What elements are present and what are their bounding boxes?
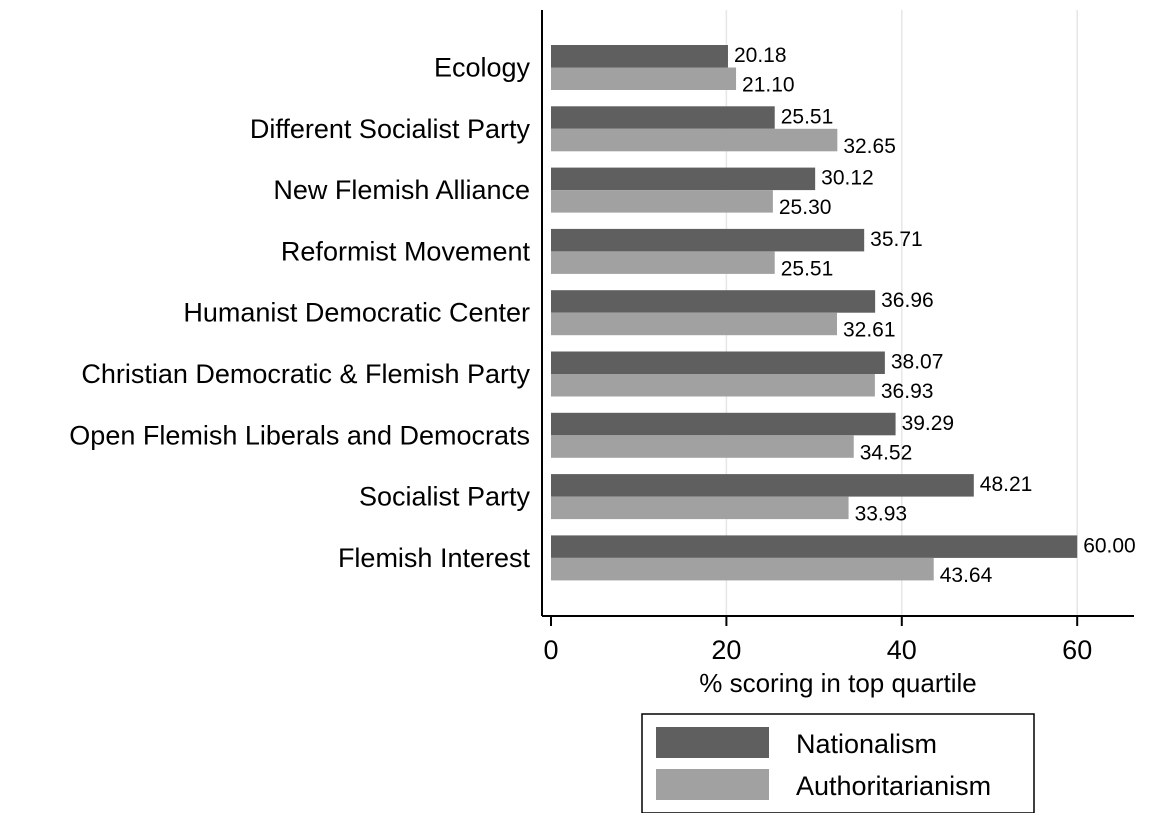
bar: [551, 474, 974, 497]
data-label: 35.71: [870, 228, 923, 251]
category-label: Flemish Interest: [338, 543, 531, 573]
x-tick-label: 0: [543, 635, 558, 665]
bar: [551, 435, 854, 458]
bar: [551, 251, 775, 274]
bar: [551, 67, 737, 90]
data-label: 25.51: [781, 257, 834, 280]
data-label: 36.93: [881, 380, 934, 403]
legend-swatch-authoritarianism: [656, 769, 769, 800]
data-label: 21.10: [742, 74, 795, 97]
data-label: 30.12: [821, 167, 874, 190]
data-label: 38.07: [891, 351, 944, 374]
bar: [551, 45, 728, 68]
x-tick-label: 40: [887, 635, 917, 665]
legend: Nationalism Authoritarianism: [641, 713, 1035, 813]
bars: [551, 45, 1078, 581]
bar: [551, 535, 1078, 558]
x-ticks: 0 20 40 60: [543, 616, 1092, 665]
legend-swatch-nationalism: [656, 727, 769, 758]
bar: [551, 351, 885, 374]
bar: [551, 167, 816, 191]
category-label: Ecology: [434, 53, 531, 83]
bar: [551, 412, 896, 436]
category-label: Christian Democratic & Flemish Party: [81, 359, 530, 389]
data-label: 43.64: [940, 564, 993, 587]
bar: [551, 228, 865, 252]
bar: [551, 496, 849, 520]
bar: [551, 106, 775, 129]
legend-label-authoritarianism: Authoritarianism: [796, 771, 991, 801]
value-labels: 20.18 21.10 25.51 32.65 30.12 25.30 35.71 25.51…: [734, 44, 1136, 587]
bar: [551, 190, 773, 213]
category-labels: Ecology Different Socialist Party New Flem…: [69, 53, 530, 573]
data-label: 36.96: [881, 289, 934, 312]
bar: [551, 557, 934, 581]
category-label: Socialist Party: [359, 482, 531, 512]
bar: [551, 312, 837, 336]
x-axis-title: % scoring in top quartile: [699, 668, 976, 698]
data-label: 25.51: [781, 105, 834, 128]
bar: [551, 374, 875, 397]
category-label: New Flemish Alliance: [273, 175, 530, 205]
category-label: Humanist Democratic Center: [183, 298, 530, 328]
axes: [541, 10, 1134, 617]
data-label: 32.61: [843, 319, 896, 342]
data-label: 60.00: [1083, 534, 1136, 557]
data-label: 32.65: [843, 135, 896, 158]
data-label: 39.29: [902, 412, 955, 435]
bar: [551, 128, 838, 152]
data-label: 34.52: [860, 441, 913, 464]
data-label: 33.93: [855, 503, 908, 526]
x-tick-label: 20: [711, 635, 741, 665]
category-label: Different Socialist Party: [250, 114, 531, 144]
data-label: 25.30: [779, 196, 832, 219]
legend-label-nationalism: Nationalism: [796, 729, 937, 759]
bar: [551, 290, 876, 313]
category-label: Reformist Movement: [281, 236, 531, 266]
data-label: 20.18: [734, 44, 787, 67]
x-tick-label: 60: [1062, 635, 1092, 665]
data-label: 48.21: [980, 473, 1033, 496]
category-label: Open Flemish Liberals and Democrats: [69, 420, 530, 450]
